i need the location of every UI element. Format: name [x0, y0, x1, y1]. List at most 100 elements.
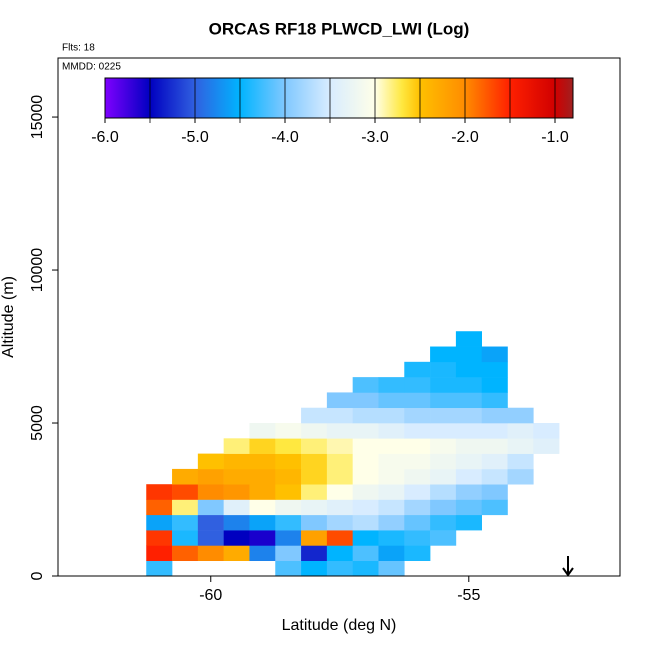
- cell: [326, 438, 353, 454]
- cell: [404, 468, 431, 485]
- x-axis-label: Latitude (deg N): [282, 617, 397, 634]
- cell: [223, 514, 250, 531]
- cell: [455, 453, 482, 470]
- cell: [352, 484, 379, 500]
- cell: [404, 377, 431, 393]
- cell: [326, 484, 353, 500]
- cell: [223, 438, 250, 454]
- cell: [404, 392, 431, 409]
- cell: [301, 484, 328, 500]
- colorbar-tick-label: -4.0: [271, 129, 299, 146]
- cell: [378, 545, 405, 562]
- cell: [455, 377, 482, 393]
- cell: [301, 514, 328, 531]
- cell: [430, 346, 457, 363]
- cell: [507, 438, 534, 454]
- cell: [275, 560, 302, 577]
- plot-frame: [57, 57, 621, 577]
- cell: [146, 545, 173, 562]
- cell: [533, 438, 560, 454]
- cell: [301, 560, 328, 577]
- cell: [301, 499, 328, 516]
- cell: [249, 530, 276, 546]
- chart-title: ORCAS RF18 PLWCD_LWI (Log): [209, 19, 470, 38]
- cell: [249, 468, 276, 485]
- colorbar-tick-label: -2.0: [451, 129, 479, 146]
- y-tick-label: 15000: [29, 95, 46, 140]
- cell: [507, 407, 534, 424]
- cell: [430, 484, 457, 500]
- cell: [455, 346, 482, 363]
- cell: [455, 407, 482, 424]
- cell: [146, 514, 173, 531]
- cell: [275, 423, 302, 439]
- cell: [301, 407, 328, 424]
- colorbar-tick-label: -6.0: [91, 129, 119, 146]
- cell: [352, 423, 379, 439]
- cell: [275, 530, 302, 546]
- cell: [223, 484, 250, 500]
- cell: [481, 423, 508, 439]
- cell: [481, 392, 508, 409]
- cell: [249, 545, 276, 562]
- cell: [352, 499, 379, 516]
- cell: [197, 545, 224, 562]
- cell: [481, 499, 508, 516]
- cell: [301, 468, 328, 485]
- cell: [275, 514, 302, 531]
- cell: [326, 407, 353, 424]
- cell: [301, 453, 328, 470]
- cell: [275, 499, 302, 516]
- cell: [301, 438, 328, 454]
- cell: [197, 530, 224, 546]
- cell: [223, 453, 250, 470]
- cell: [197, 453, 224, 470]
- cell: [430, 377, 457, 393]
- cell: [481, 453, 508, 470]
- cell: [378, 377, 405, 393]
- flights-label: Flts: 18: [62, 43, 95, 54]
- cell: [378, 484, 405, 500]
- cell: [404, 545, 431, 562]
- cell: [249, 423, 276, 439]
- cell: [249, 438, 276, 454]
- colorbar-fill: [104, 77, 574, 119]
- y-axis-label: Altitude (m): [0, 276, 17, 358]
- cell: [430, 514, 457, 531]
- colorbar: -6.0 -5.0 -4.0 -3.0 -2.0 -1.0: [91, 77, 574, 146]
- cell: [146, 560, 173, 577]
- cell: [301, 423, 328, 439]
- cell: [223, 545, 250, 562]
- cell: [481, 346, 508, 363]
- colorbar-tick-label: -5.0: [181, 129, 209, 146]
- cell: [378, 514, 405, 531]
- cell: [326, 560, 353, 577]
- cell: [378, 392, 405, 409]
- cell: [172, 530, 199, 546]
- cell: [352, 453, 379, 470]
- cell: [455, 468, 482, 485]
- cell: [404, 407, 431, 424]
- cell: [326, 499, 353, 516]
- cell: [275, 453, 302, 470]
- cell: [455, 331, 482, 347]
- x-tick-label: -60: [199, 587, 222, 604]
- cell: [223, 499, 250, 516]
- cell: [352, 560, 379, 577]
- cell: [326, 423, 353, 439]
- cell: [172, 514, 199, 531]
- cell: [172, 545, 199, 562]
- cell: [455, 361, 482, 378]
- cell: [455, 484, 482, 500]
- cell: [275, 438, 302, 454]
- cell: [404, 423, 431, 439]
- y-tick-label: 10000: [29, 248, 46, 293]
- cell: [430, 423, 457, 439]
- cell: [430, 453, 457, 470]
- cell: [507, 423, 534, 439]
- cell: [352, 514, 379, 531]
- cell: [404, 484, 431, 500]
- cell: [326, 530, 353, 546]
- cell: [481, 484, 508, 500]
